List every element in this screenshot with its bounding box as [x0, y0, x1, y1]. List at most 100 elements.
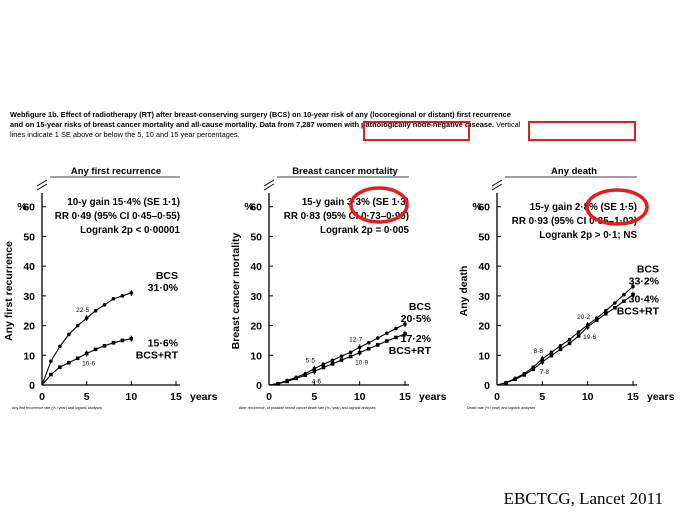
data-point [376, 336, 380, 340]
series-line-bcs-plus-rt [268, 333, 406, 386]
data-point [111, 297, 116, 301]
y-axis-label: Any first recurrence [3, 241, 15, 341]
y-tick-label: 20 [250, 321, 262, 333]
citation: EBCTCG, Lancet 2011 [503, 489, 663, 508]
x-tick-label: 15 [399, 391, 411, 403]
stat-line-3: Logrank 2p < 0·00001 [80, 225, 180, 236]
data-point [348, 354, 353, 359]
series-name-label: BCS+RT [389, 345, 432, 357]
point-annotation: 10·9 [355, 360, 368, 367]
y-tick-label: 30 [478, 291, 490, 303]
y-tick-label: 60 [478, 202, 490, 214]
x-tick-label: 15 [627, 391, 639, 403]
data-point [576, 330, 581, 334]
y-tick-label: 20 [23, 321, 35, 333]
axis-break-mark [491, 179, 503, 191]
series-line-bcs [496, 285, 634, 386]
data-point [67, 332, 71, 337]
data-point [622, 299, 626, 304]
data-point [504, 381, 508, 385]
y-tick-label: 20 [478, 321, 490, 333]
y-axis-label: Any death [458, 266, 470, 317]
chart-title: Any first recurrence [71, 166, 161, 177]
data-point [330, 358, 335, 363]
highlight-ellipse [585, 188, 649, 226]
data-point [558, 343, 563, 348]
data-point [93, 347, 98, 352]
y-tick-label: 0 [256, 380, 262, 392]
series-line-bcs-plus-rt [496, 294, 634, 386]
x-tick-label: 10 [354, 391, 366, 403]
data-point [385, 339, 389, 343]
point-annotation: 22·5 [76, 307, 89, 314]
data-point [330, 362, 335, 366]
data-point [613, 305, 617, 310]
data-point [294, 376, 298, 381]
data-point [394, 335, 398, 340]
data-point [604, 308, 608, 313]
point-annotation: 10·6 [82, 361, 95, 368]
data-point [321, 365, 326, 370]
y-unit-percent: % [472, 201, 482, 213]
y-tick-label: 50 [478, 231, 490, 243]
y-tick-label: 30 [23, 291, 35, 303]
stat-line-2: RR 0·49 (95% CI 0·45–0·55) [55, 211, 180, 222]
x-unit-years: years [190, 391, 218, 403]
data-point [49, 372, 53, 377]
series-end-value: 33·2% [629, 275, 660, 287]
axis-break-mark [263, 179, 275, 191]
data-point [558, 347, 563, 352]
y-tick-label: 10 [250, 350, 262, 362]
x-tick-label: 5 [311, 391, 317, 403]
data-point [366, 341, 371, 345]
data-point [58, 365, 62, 369]
point-annotation: 12·7 [349, 336, 362, 343]
chart-panel-1: Any first recurrence 0 10 20 30 40 50 60% 0 5 10 15… [3, 166, 218, 410]
series-name-label: BCS+RT [617, 306, 660, 318]
y-unit-percent: % [17, 201, 27, 213]
caption-line-2: and on 15-year risks of breast cancer mo… [10, 120, 495, 129]
highlight-box-node-negative [528, 121, 636, 141]
data-point [549, 350, 554, 355]
data-point [339, 358, 344, 362]
data-point [276, 382, 280, 386]
y-tick-label: 50 [250, 231, 262, 243]
data-point [513, 377, 517, 382]
highlight-ellipse [349, 186, 409, 224]
data-point [49, 359, 53, 364]
series-end-value: 20·5% [401, 313, 432, 325]
data-point [102, 302, 107, 307]
series-name-label: BCS [156, 270, 178, 282]
stat-line-1: 15-y gain 2·8% (SE 1·5) [530, 202, 637, 213]
data-point [594, 318, 599, 323]
stat-line-3: Logrank 2p = 0·005 [320, 225, 410, 236]
chart-panel-2: Breast cancer mortality 0 10 20 30 40 50 60% 0 5 1… [230, 166, 447, 410]
data-point [285, 379, 289, 384]
data-point [120, 294, 125, 298]
data-point [111, 341, 116, 345]
y-tick-label: 40 [23, 261, 35, 273]
stat-line-2: RR 0·83 (95% CI 0·73–0·95) [284, 211, 409, 222]
chart-footnote: Death rate (% / year) and logrank analys… [467, 406, 536, 410]
y-tick-label: 0 [484, 380, 490, 392]
y-tick-label: 10 [478, 350, 490, 362]
data-point [93, 308, 98, 313]
y-tick-label: 10 [23, 350, 35, 362]
data-point [622, 292, 626, 297]
chart-footnote: Any first recurrence rate (% / year) and… [12, 406, 102, 410]
point-annotation: 4·6 [312, 378, 322, 385]
x-tick-label: 0 [39, 391, 45, 403]
x-tick-label: 10 [125, 391, 137, 403]
data-point [348, 350, 353, 355]
chart-title: Any death [551, 166, 597, 177]
chart-footnote: After recurrence, or possible breast can… [239, 406, 376, 410]
series-name-label: BCS [637, 263, 659, 275]
series-end-value: 30·4% [629, 294, 660, 306]
x-tick-label: 5 [539, 391, 545, 403]
point-annotation: 8·8 [534, 348, 544, 355]
y-tick-label: 30 [250, 291, 262, 303]
x-unit-years: years [647, 391, 675, 403]
x-tick-label: 15 [170, 391, 182, 403]
data-point [75, 356, 80, 361]
